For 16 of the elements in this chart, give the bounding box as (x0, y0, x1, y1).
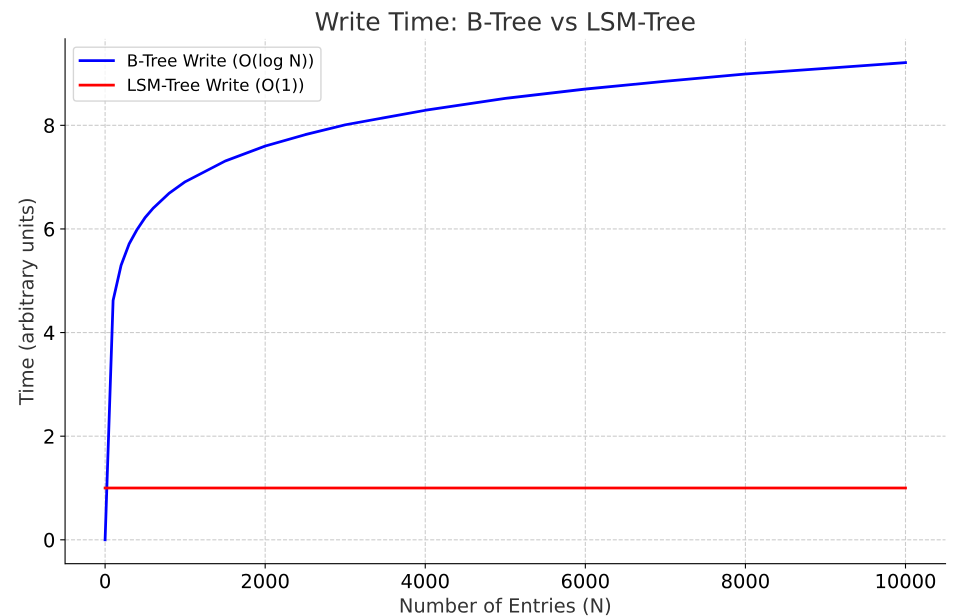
x-tick-label: 8000 (722, 574, 769, 588)
chart-title: Write Time: B-Tree vs LSM-Tree (315, 11, 695, 31)
y-tick-label: 4 (44, 326, 54, 340)
x-axis-title: Number of Entries (N) (400, 598, 610, 616)
y-tick-label: 6 (44, 222, 54, 237)
x-tick-label: 10000 (876, 574, 936, 588)
x-tick-label: 2000 (242, 574, 289, 588)
legend-label: LSM-Tree Write (O(1)) (128, 78, 304, 94)
y-tick-label: 2 (44, 429, 54, 444)
y-tick-label: 8 (44, 118, 54, 133)
y-tick-label: 0 (44, 532, 54, 548)
legend-label: B-Tree Write (O(log N)) (128, 54, 313, 70)
y-axis-title: Time (arbitrary units) (18, 199, 38, 406)
x-tick-label: 6000 (562, 574, 609, 588)
x-tick-label: 0 (100, 574, 110, 588)
x-tick-label: 4000 (401, 574, 449, 588)
